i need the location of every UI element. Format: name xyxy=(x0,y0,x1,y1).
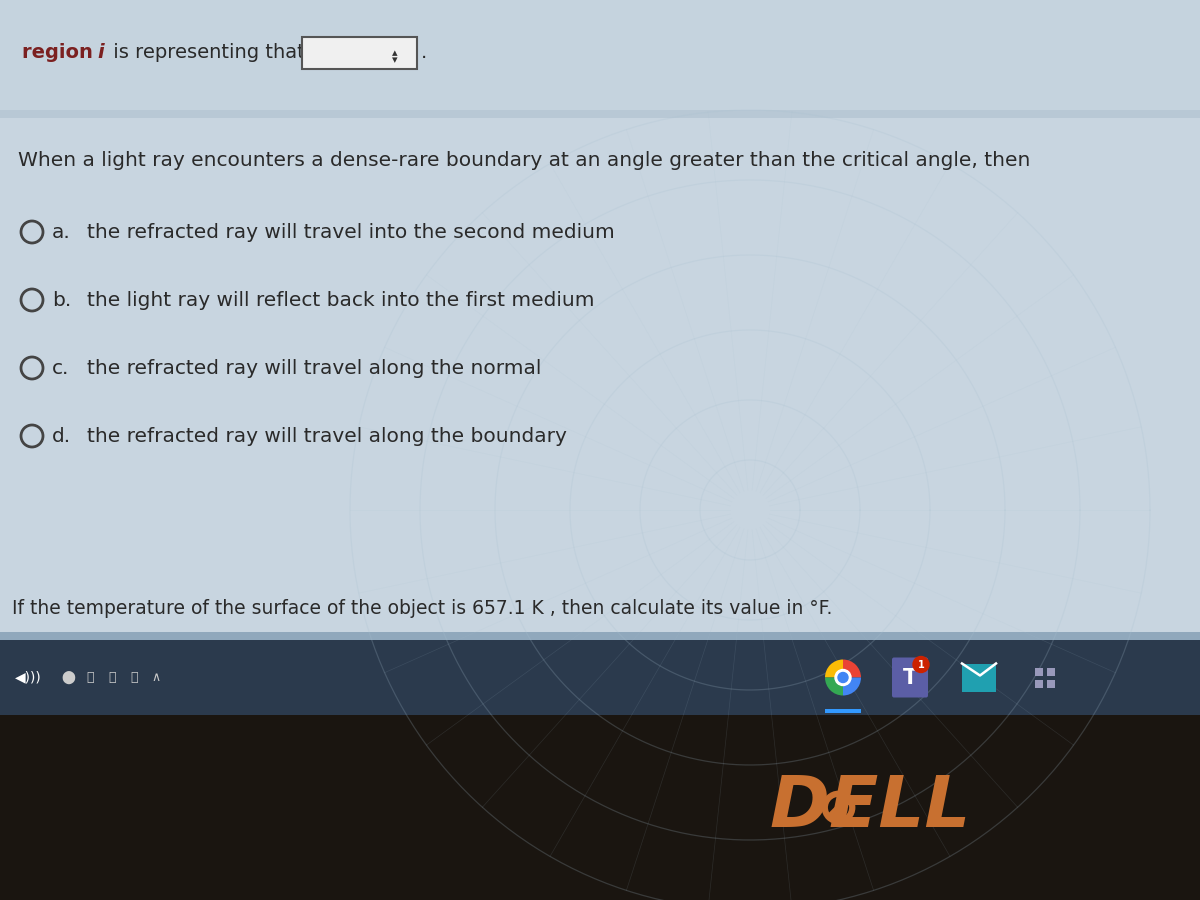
Text: T: T xyxy=(902,668,917,688)
Text: When a light ray encounters a dense-rare boundary at an angle greater than the c: When a light ray encounters a dense-rare… xyxy=(18,150,1031,169)
Text: .: . xyxy=(421,43,427,62)
Text: ◀))): ◀))) xyxy=(14,670,42,685)
Wedge shape xyxy=(826,678,842,696)
Bar xyxy=(1046,668,1055,676)
Text: the refracted ray will travel into the second medium: the refracted ray will travel into the s… xyxy=(88,222,614,241)
Text: ∧: ∧ xyxy=(151,671,161,684)
Text: b.: b. xyxy=(52,291,71,310)
Text: If the temperature of the surface of the object is 657.1 K , then calculate its : If the temperature of the surface of the… xyxy=(12,598,833,617)
Text: i: i xyxy=(97,43,103,62)
Bar xyxy=(0,640,1200,715)
Text: is representing that: is representing that xyxy=(107,43,305,62)
Text: ⬤: ⬤ xyxy=(61,670,74,684)
Circle shape xyxy=(835,670,851,686)
Text: ▾: ▾ xyxy=(392,55,398,65)
FancyBboxPatch shape xyxy=(302,37,418,68)
Text: c.: c. xyxy=(52,358,70,377)
Bar xyxy=(1046,680,1055,688)
Text: 📶: 📶 xyxy=(131,671,138,684)
Wedge shape xyxy=(842,660,862,678)
FancyBboxPatch shape xyxy=(962,663,996,691)
Text: region: region xyxy=(22,43,100,62)
Text: the light ray will reflect back into the first medium: the light ray will reflect back into the… xyxy=(88,291,594,310)
FancyBboxPatch shape xyxy=(892,658,928,698)
Bar xyxy=(0,0,1200,110)
Bar xyxy=(826,709,862,713)
Bar xyxy=(0,715,1200,900)
Bar xyxy=(1034,680,1043,688)
Bar xyxy=(0,110,1200,118)
Text: 1: 1 xyxy=(918,660,924,670)
Wedge shape xyxy=(826,660,842,678)
Text: ▴: ▴ xyxy=(392,48,398,58)
Wedge shape xyxy=(842,678,862,696)
Circle shape xyxy=(838,672,848,682)
Text: the refracted ray will travel along the boundary: the refracted ray will travel along the … xyxy=(88,427,566,446)
Bar xyxy=(0,632,1200,640)
Text: a.: a. xyxy=(52,222,71,241)
Text: d.: d. xyxy=(52,427,71,446)
Bar xyxy=(1034,668,1043,676)
Text: 🎙: 🎙 xyxy=(86,671,94,684)
Bar xyxy=(0,118,1200,632)
Text: the refracted ray will travel along the normal: the refracted ray will travel along the … xyxy=(88,358,541,377)
Text: DELL: DELL xyxy=(769,773,971,842)
Circle shape xyxy=(913,656,929,672)
Text: 🔍: 🔍 xyxy=(108,671,115,684)
